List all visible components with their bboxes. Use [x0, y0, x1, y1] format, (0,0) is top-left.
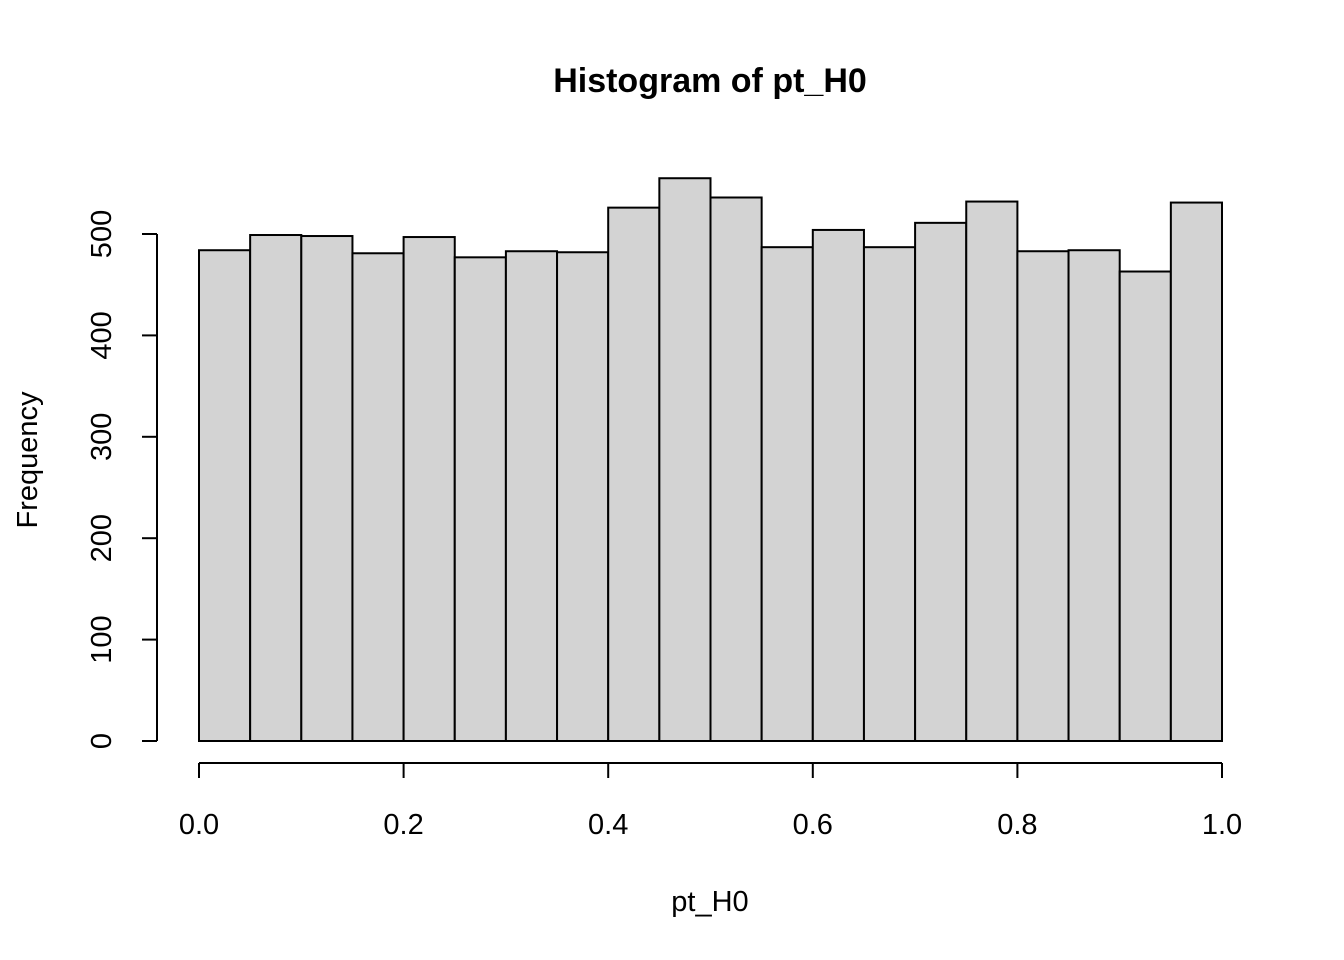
histogram-bar [351, 252, 405, 743]
histogram-bar [709, 196, 763, 743]
histogram-bar [1118, 270, 1172, 742]
histogram-bar [556, 251, 610, 742]
x-axis-label: pt_H0 [671, 886, 748, 918]
x-tick-label: 0.2 [383, 809, 423, 841]
histogram-bar [249, 234, 303, 742]
y-tick-label: 100 [86, 615, 118, 663]
histogram-bar [760, 246, 814, 742]
y-tick-label: 0 [86, 733, 118, 749]
histogram-bar [1067, 249, 1121, 742]
histogram-bar [658, 177, 712, 743]
y-tick-label: 400 [86, 311, 118, 359]
histogram-bar [862, 246, 917, 742]
histogram-bar [402, 236, 456, 743]
histogram-bar [198, 249, 252, 742]
histogram-bar [1169, 201, 1223, 743]
histogram-bar [300, 235, 354, 742]
x-tick-label: 0.6 [793, 809, 833, 841]
histogram-bar [965, 200, 1019, 742]
x-tick-label: 0.8 [997, 809, 1037, 841]
bars-group [198, 177, 1223, 743]
histogram-bar [914, 221, 968, 742]
y-axis-label: Frequency [12, 391, 44, 529]
x-tick-label: 1.0 [1202, 809, 1242, 841]
x-tick-label: 0.0 [179, 809, 219, 841]
y-tick-label: 500 [86, 210, 118, 258]
histogram-bar [607, 206, 661, 743]
chart-title: Histogram of pt_H0 [553, 62, 867, 100]
y-tick-label: 200 [86, 514, 118, 562]
histogram-bar [811, 228, 865, 742]
x-axis: 0.0 0.2 0.4 0.6 0.8 1.0 [179, 762, 1242, 841]
y-axis: 0 100 200 300 400 500 [86, 210, 158, 749]
x-tick-label: 0.4 [588, 809, 628, 841]
histogram-bar [1016, 250, 1070, 742]
histogram-bar [504, 250, 559, 742]
y-tick-label: 300 [86, 413, 118, 461]
histogram-bar [453, 256, 507, 742]
